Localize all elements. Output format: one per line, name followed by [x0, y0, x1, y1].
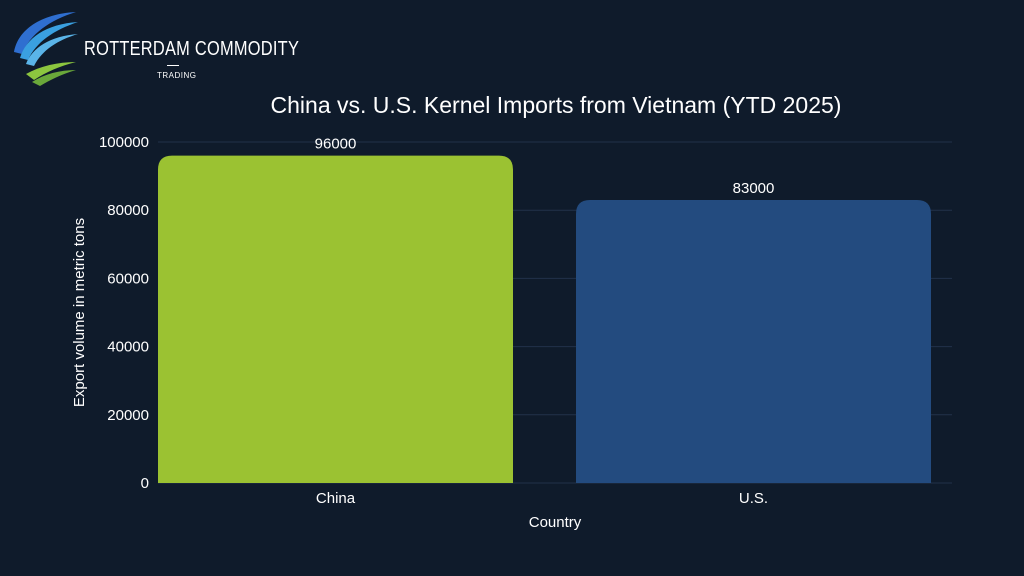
brand-name: ROTTERDAM COMMODITY: [84, 38, 300, 60]
brand-divider: [167, 65, 179, 66]
brand-tagline: TRADING: [157, 71, 197, 80]
data-label: 83000: [733, 180, 775, 197]
data-label: 96000: [315, 136, 357, 153]
chart-title: China vs. U.S. Kernel Imports from Vietn…: [270, 92, 842, 118]
y-tick-label: 100000: [99, 134, 149, 151]
y-tick-label: 20000: [107, 407, 149, 424]
x-axis-title: Country: [529, 514, 582, 531]
logo-mark-icon: [14, 12, 78, 86]
brand-logo: ROTTERDAM COMMODITY TRADING: [10, 8, 299, 88]
y-tick-label: 40000: [107, 339, 149, 356]
y-tick-label: 0: [141, 475, 149, 492]
bar-china: [158, 155, 513, 483]
bar-us: [576, 199, 931, 483]
x-tick-label: U.S.: [739, 490, 768, 507]
x-tick-label: China: [316, 490, 356, 507]
y-tick-label: 80000: [107, 202, 149, 219]
y-tick-label: 60000: [107, 270, 149, 287]
y-axis-title: Export volume in metric tons: [71, 218, 88, 407]
